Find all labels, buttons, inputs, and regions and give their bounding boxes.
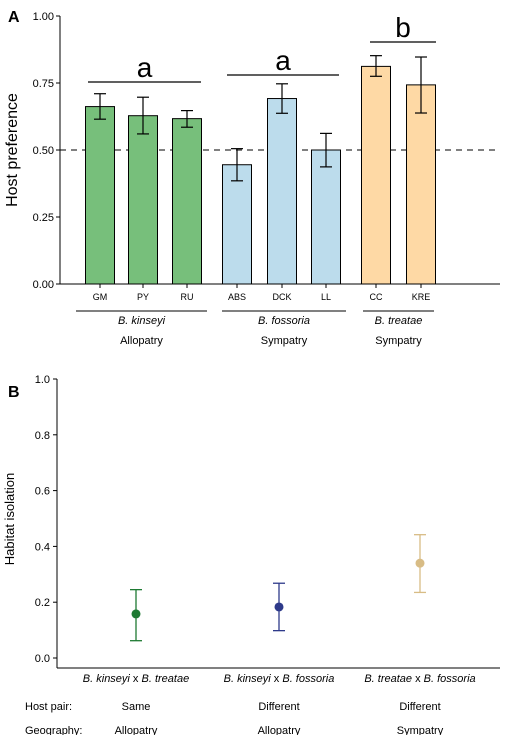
- panel-b-label: B: [8, 384, 20, 401]
- category-label-py: PY: [137, 292, 149, 302]
- panel-b-y-tick-label: 0.4: [35, 541, 50, 553]
- panel-a-y-tick-label: 1.00: [33, 11, 54, 23]
- panel-b-y-tick-label: 1.0: [35, 374, 50, 386]
- category-label-ll: LL: [321, 292, 331, 302]
- host-pair-row-label: Host pair:: [25, 701, 72, 713]
- panel-a: A Host preference 0.00 0.25 0.50 0.75 1.00 G…: [4, 9, 500, 347]
- habitat-isolation-point: [415, 558, 425, 568]
- category-label-gm: GM: [93, 292, 108, 302]
- panel-b: B Habitat isolation 0.0 0.2 0.4 0.6 0.8 1.0 B…: [2, 374, 500, 735]
- geography-value: Allopatry: [115, 725, 158, 735]
- bar-cc: [361, 65, 391, 285]
- panel-b-y-tick-label: 0.6: [35, 486, 50, 498]
- bar-gm: [85, 106, 115, 285]
- host-pair-value: Different: [399, 701, 440, 713]
- pair-label: B. kinseyi x B. fossoria: [224, 673, 335, 685]
- panel-a-y-tick-label: 0.25: [33, 212, 54, 224]
- panel-b-points: [130, 534, 426, 642]
- panel-a-label: A: [8, 9, 20, 26]
- category-label-cc: CC: [370, 292, 383, 302]
- panel-a-group-labels: B. kinseyi Allopatry B. fossoria Sympatry B.…: [76, 310, 434, 347]
- pair-label-segment: x: [130, 673, 142, 685]
- panel-b-y-axis-label: Habitat isolation: [2, 473, 17, 566]
- bar-abs: [222, 164, 252, 285]
- panel-a-error-bars: [94, 55, 427, 182]
- significance-letter: b: [395, 12, 411, 43]
- host-pair-value: Same: [122, 701, 151, 713]
- pair-label: B. kinseyi x B. treatae: [83, 673, 189, 685]
- bar-ru: [172, 118, 202, 285]
- panel-b-y-tick-label: 0.8: [35, 430, 50, 442]
- panel-b-axes: 0.0 0.2 0.4 0.6 0.8 1.0: [35, 374, 500, 669]
- significance-letter: a: [275, 45, 291, 76]
- group-geography-label: Sympatry: [375, 335, 422, 347]
- pair-label-segment: x: [271, 673, 283, 685]
- category-label-abs: ABS: [228, 292, 246, 302]
- category-label-kre: KRE: [412, 292, 431, 302]
- panel-a-y-tick-label: 0.75: [33, 78, 54, 90]
- host-pair-value: Different: [258, 701, 299, 713]
- geography-row-label: Geography:: [25, 725, 82, 735]
- pair-label-segment: x: [412, 673, 424, 685]
- pair-label-segment: B. fossoria: [282, 673, 334, 685]
- bar-kre: [406, 84, 436, 285]
- pair-label-segment: B. treatae: [142, 673, 190, 685]
- pair-label: B. treatae x B. fossoria: [364, 673, 475, 685]
- category-label-dck: DCK: [272, 292, 291, 302]
- habitat-isolation-point: [274, 602, 284, 612]
- panel-a-bars: [85, 65, 436, 285]
- pair-label-segment: B. fossoria: [424, 673, 476, 685]
- category-label-ru: RU: [181, 292, 194, 302]
- geography-value: Allopatry: [258, 725, 301, 735]
- geography-value: Sympatry: [397, 725, 444, 735]
- pair-label-segment: B. kinseyi: [83, 673, 131, 685]
- panel-a-y-tick-label: 0.00: [33, 279, 54, 291]
- bar-py: [128, 115, 158, 285]
- panel-b-y-tick-label: 0.2: [35, 597, 50, 609]
- bar-dck: [267, 98, 297, 285]
- group-species-label: B. fossoria: [258, 315, 310, 327]
- pair-label-segment: B. treatae: [364, 673, 412, 685]
- group-geography-label: Allopatry: [120, 335, 163, 347]
- panel-a-significance-letters: a a b: [88, 12, 436, 83]
- bar-ll: [311, 149, 341, 285]
- significance-letter: a: [137, 52, 153, 83]
- pair-label-segment: B. kinseyi: [224, 673, 272, 685]
- group-geography-label: Sympatry: [261, 335, 308, 347]
- panel-b-pair-labels: B. kinseyi x B. treatae Same Allopatry B. k…: [83, 673, 476, 735]
- group-species-label: B. treatae: [375, 315, 423, 327]
- group-species-label: B. kinseyi: [118, 315, 166, 327]
- panel-a-category-labels: GM PY RU ABS DCK LL CC KRE: [93, 284, 431, 302]
- panel-a-y-axis-label: Host preference: [4, 93, 21, 207]
- panel-a-y-tick-label: 0.50: [33, 145, 54, 157]
- panel-b-y-tick-label: 0.0: [35, 653, 50, 665]
- habitat-isolation-point: [131, 609, 141, 619]
